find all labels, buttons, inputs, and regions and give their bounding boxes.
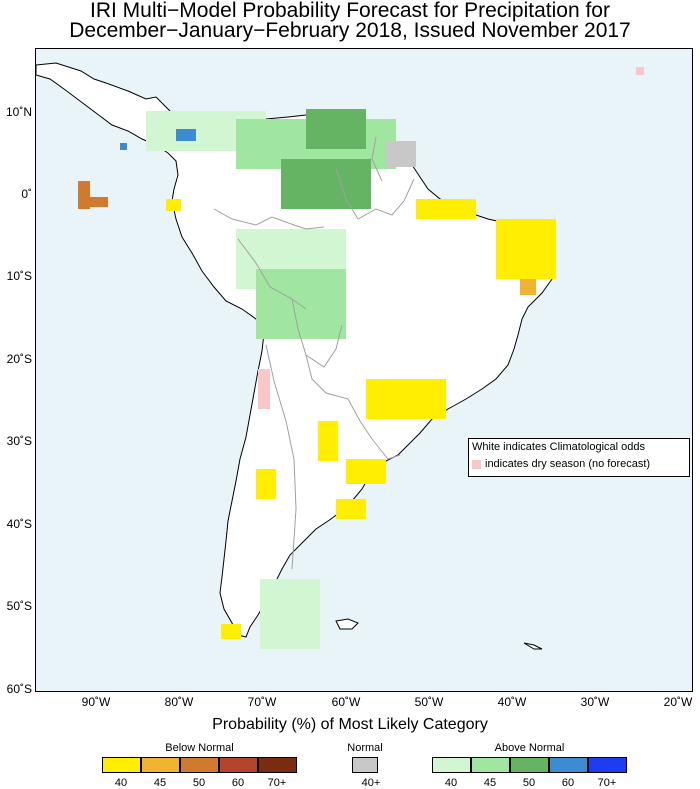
above-swatch	[588, 757, 627, 773]
below-swatch	[141, 757, 180, 773]
below-normal-label: Below Normal	[165, 742, 234, 754]
lon-label: 60˚W	[331, 695, 361, 709]
below-40-cell	[336, 499, 366, 519]
below-swatch	[258, 757, 297, 773]
below-tick-label: 45	[153, 777, 167, 789]
probability-legend-title: Probability (%) of Most Likely Category	[212, 716, 488, 733]
below-tick-label: 70+	[267, 777, 287, 789]
below-45-cell	[520, 279, 536, 295]
lon-label: 70˚W	[247, 695, 277, 709]
below-tick-label: 60	[231, 777, 245, 789]
lat-label: 20˚S	[6, 352, 32, 366]
above-swatch	[510, 757, 549, 773]
dry-season-swatch	[472, 460, 481, 469]
below-swatch	[102, 757, 141, 773]
lat-label: 40˚S	[6, 517, 32, 531]
above-tick-label: 60	[561, 777, 575, 789]
below-40-cell	[346, 459, 386, 484]
below-40-cell	[496, 219, 556, 279]
lon-label: 30˚W	[580, 695, 610, 709]
below-40-cell	[166, 199, 181, 211]
lat-label: 60˚S	[6, 682, 32, 696]
normal-label: Normal	[347, 742, 383, 754]
above-tick-label: 70+	[597, 777, 617, 789]
lon-label: 90˚W	[81, 695, 111, 709]
legend-note-dry-season: indicates dry season (no forecast)	[469, 456, 689, 473]
below-40-cell	[221, 624, 241, 639]
forecast-map: White indicates Climatological odds indi…	[35, 48, 693, 692]
south-georgia	[523, 642, 543, 650]
dry-season-cell	[636, 67, 644, 75]
forecast-cells	[78, 67, 644, 649]
normal-swatch	[352, 757, 378, 773]
above-60-cell	[176, 129, 196, 141]
above-tick-label: 50	[522, 777, 536, 789]
above-swatch	[471, 757, 510, 773]
below-50-cell	[78, 181, 90, 209]
normal-tick-label: 40+	[361, 777, 381, 789]
lon-label: 40˚W	[497, 695, 527, 709]
map-title-line-2: December−January−February 2018, Issued N…	[69, 19, 631, 42]
lon-label: 80˚W	[164, 695, 194, 709]
above-tick-label: 45	[483, 777, 497, 789]
above-normal-label: Above Normal	[494, 742, 565, 754]
above-50-cell	[281, 159, 371, 209]
dry-season-cell	[258, 369, 270, 409]
country-borders	[213, 136, 415, 570]
normal-cell	[386, 141, 416, 167]
below-swatch	[219, 757, 258, 773]
lon-label: 50˚W	[414, 695, 444, 709]
lon-label: 20˚W	[663, 695, 693, 709]
below-40-cell	[256, 469, 276, 499]
lat-label: 0˚	[21, 187, 32, 201]
below-50-cell	[88, 197, 108, 207]
lat-label: 10˚N	[5, 105, 32, 119]
lat-label: 50˚S	[6, 599, 32, 613]
falkland-islands	[335, 618, 359, 630]
below-40-cell	[416, 199, 476, 219]
legend-note-climatology: White indicates Climatological odds	[472, 441, 646, 453]
lat-label: 10˚S	[6, 269, 32, 283]
below-tick-label: 50	[192, 777, 206, 789]
above-swatch	[432, 757, 471, 773]
below-40-cell	[318, 421, 338, 461]
below-tick-label: 40	[114, 777, 128, 789]
map-canvas	[36, 62, 644, 650]
map-title-line-1: IRI Multi−Model Probability Forecast for…	[90, 0, 610, 22]
lat-label: 30˚S	[6, 434, 32, 448]
above-50-cell	[306, 109, 366, 149]
above-60-cell	[120, 143, 127, 150]
above-40-cell	[260, 579, 320, 649]
below-swatch	[180, 757, 219, 773]
below-40-cell	[366, 379, 446, 419]
above-45-cell	[256, 269, 346, 339]
legend-note-box: White indicates Climatological odds indi…	[468, 438, 690, 477]
above-swatch	[549, 757, 588, 773]
above-tick-label: 40	[444, 777, 458, 789]
